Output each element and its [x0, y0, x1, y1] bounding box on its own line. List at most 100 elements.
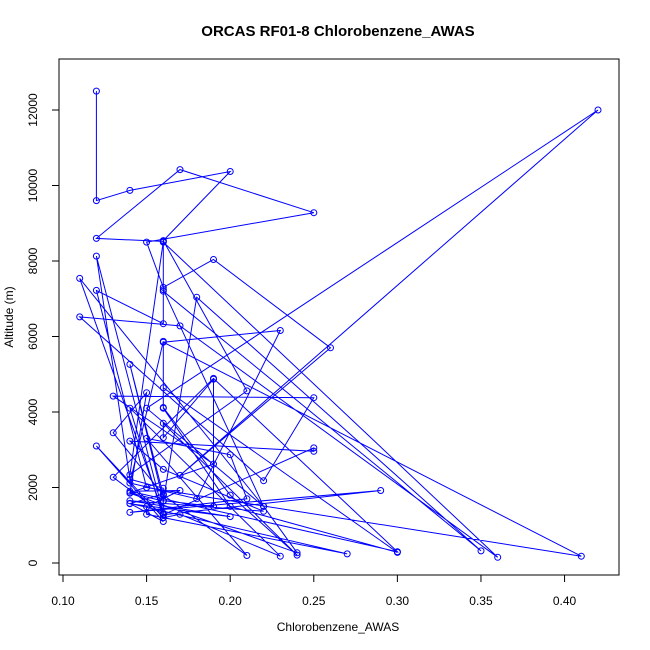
data-point: [243, 552, 251, 559]
y-tick-label: 2000: [26, 474, 40, 501]
data-point: [126, 499, 134, 507]
data-point: [159, 384, 167, 392]
data-point: [143, 389, 151, 397]
data-point: [193, 495, 201, 503]
data-point: [393, 548, 401, 556]
data-point: [327, 344, 334, 352]
data-point: [226, 491, 234, 499]
data-point: [109, 392, 117, 400]
data-point: [76, 313, 84, 321]
data-point: [159, 238, 167, 246]
data-point: [159, 337, 167, 345]
data-point: [159, 404, 167, 411]
data-point: [92, 442, 100, 450]
data-point: [126, 437, 134, 445]
data-point: [143, 238, 151, 246]
data-point: [126, 489, 134, 497]
data-point: [210, 256, 217, 263]
data-point: [126, 487, 134, 495]
chart-title: ORCAS RF01-8 Chlorobenzene_AWAS: [201, 23, 474, 40]
series-line: [78, 91, 599, 558]
x-tick-label: 0.10: [51, 594, 75, 608]
data-point: [92, 197, 100, 205]
data-point: [494, 553, 502, 561]
data-point: [126, 508, 134, 516]
x-axis: 0.10 0.15 0.20 0.25 0.30 0.35 0.40: [51, 574, 577, 608]
data-point: [159, 320, 167, 328]
data-point: [310, 394, 318, 402]
y-tick-label: 6000: [26, 323, 40, 350]
data-point: [143, 510, 151, 518]
data-point: [159, 465, 167, 473]
data-point: [126, 471, 134, 479]
data-point: [176, 166, 184, 174]
x-tick-label: 0.15: [135, 594, 159, 608]
data-point: [143, 434, 151, 442]
data-point: [176, 510, 184, 518]
data-point: [276, 327, 284, 334]
data-point: [126, 360, 134, 368]
data-point: [243, 495, 251, 503]
data-point: [159, 419, 167, 427]
data-point: [293, 551, 301, 559]
y-tick-label: 0: [26, 559, 40, 566]
data-point: [176, 471, 184, 479]
y-tick-label: 10000: [26, 168, 40, 202]
data-point: [92, 286, 100, 294]
data-point: [293, 549, 301, 557]
y-tick-label: 4000: [26, 398, 40, 425]
y-axis-label: Altitude (m): [2, 286, 16, 347]
data-point: [577, 552, 585, 560]
data-point: [276, 552, 284, 560]
data-point: [92, 87, 100, 95]
data-point: [226, 513, 234, 521]
data-point: [159, 287, 167, 295]
x-tick-label: 0.25: [302, 594, 326, 608]
data-point: [243, 387, 251, 395]
x-tick-label: 0.20: [219, 594, 243, 608]
data-point: [126, 404, 134, 412]
data-point: [176, 487, 184, 494]
data-point: [159, 511, 167, 519]
data-point: [126, 186, 134, 194]
data-point: [109, 473, 117, 481]
data-point: [159, 434, 167, 442]
data-point: [210, 460, 217, 468]
data-point: [310, 209, 318, 217]
data-point: [176, 322, 184, 330]
data-point: [226, 451, 234, 459]
data-point: [143, 503, 151, 511]
x-tick-label: 0.35: [469, 594, 493, 608]
x-tick-label: 0.30: [386, 594, 410, 608]
data-point: [477, 547, 485, 555]
data-point: [159, 518, 167, 525]
data-point: [193, 293, 201, 301]
y-axis: 0 2000 4000 6000 8000 10000 12000: [26, 93, 60, 566]
data-point: [109, 429, 117, 437]
data-point: [159, 514, 167, 522]
data-point: [343, 550, 351, 558]
data-point: [126, 475, 134, 483]
data-point: [143, 484, 151, 491]
data-point: [143, 404, 151, 412]
data-point: [126, 479, 134, 487]
data-point: [310, 444, 318, 452]
data-point: [260, 477, 268, 485]
data-point: [594, 106, 602, 114]
data-point: [159, 490, 167, 498]
y-tick-label: 12000: [26, 93, 40, 127]
data-point: [92, 252, 100, 260]
x-tick-label: 0.40: [553, 594, 577, 608]
data-point: [310, 447, 318, 455]
data-point: [260, 502, 268, 510]
data-point: [377, 487, 385, 494]
data-point: [126, 497, 134, 505]
series-layer: [76, 87, 602, 561]
y-tick-label: 8000: [26, 247, 40, 274]
data-point: [159, 283, 167, 291]
data-point: [210, 502, 217, 510]
data-point: [226, 168, 234, 175]
data-point: [226, 502, 234, 510]
data-point: [210, 374, 217, 382]
